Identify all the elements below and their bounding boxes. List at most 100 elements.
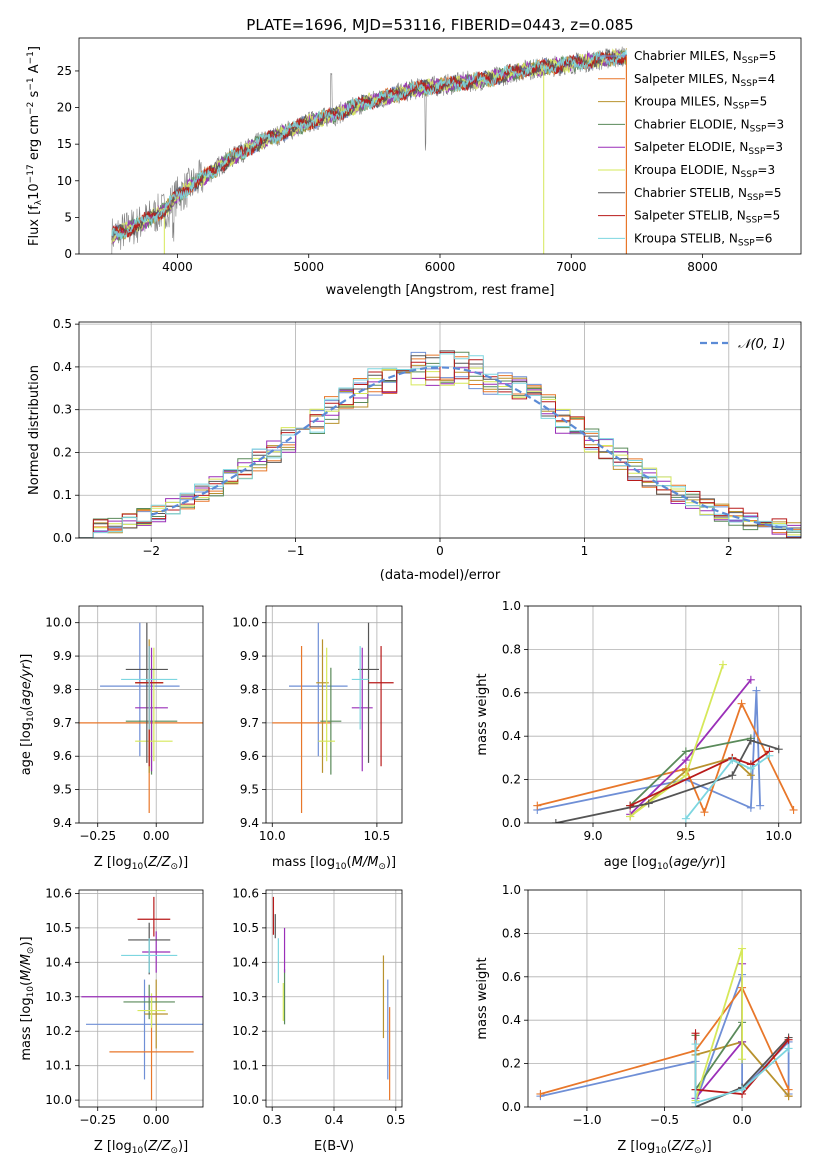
- model-spectrum-line: [111, 51, 627, 240]
- age-weight-xtick-label: 9.5: [676, 829, 695, 843]
- age-weight-xlabel: age [log10(age/yr)]: [604, 855, 726, 872]
- z-weight-ytick-label: 0.0: [502, 1100, 521, 1114]
- residuals-xtick-label: 2: [725, 544, 733, 558]
- model-spectrum-line: [111, 52, 627, 238]
- ebv-mass-ytick-label: 10.0: [232, 1093, 259, 1107]
- residuals-xtick-label: −1: [287, 544, 305, 558]
- spectrum-xtick-label: 5000: [293, 260, 324, 274]
- legend-label: Salpeter MILES, NSSP=4: [634, 72, 775, 89]
- spectrum-ytick-label: 20: [57, 101, 72, 115]
- z-age-panel: −0.25 0.00 9.4 9.5 9.6 9.7 9.8 9.9 10.0 Z [log10(…: [19, 605, 204, 872]
- residuals-ytick-label: 0.0: [53, 531, 72, 545]
- residuals-plot-area: [79, 350, 801, 538]
- z-age-plot-area: [79, 622, 203, 813]
- legend-label: Chabrier ELODIE, NSSP=3: [634, 117, 784, 134]
- spectrum-ytick-label: 10: [57, 174, 72, 188]
- weight-series-line: [694, 948, 743, 1101]
- spectrum-xtick-label: 7000: [556, 260, 587, 274]
- mass-age-ytick-label: 9.6: [240, 749, 259, 763]
- z-age-ytick-label: 9.5: [53, 783, 72, 797]
- model-spectrum-line: [111, 48, 627, 240]
- z-weight-ytick-label: 1.0: [502, 883, 521, 897]
- spectrum-xlabel: wavelength [Angstrom, rest frame]: [326, 283, 555, 298]
- z-mass-frame: [78, 889, 204, 1108]
- residual-histogram: [79, 353, 801, 538]
- age-weight-ytick-label: 0.6: [502, 686, 521, 700]
- mass-age-ytick-label: 9.5: [240, 783, 259, 797]
- age-weight-ytick-label: 0.8: [502, 642, 521, 656]
- residuals-panel: −2 −1 0 1 2 0.0 0.1 0.2 0.3 0.4 0.5 𝒩(0, 1) (data-mo…: [27, 317, 802, 583]
- mass-age-ytick-label: 9.9: [240, 649, 259, 663]
- z-weight-ytick-label: 0.4: [502, 1013, 521, 1027]
- legend-label: 𝒩(0, 1): [738, 337, 785, 352]
- z-mass-ytick-label: 10.5: [45, 921, 72, 935]
- legend-label: Chabrier STELIB, NSSP=5: [634, 186, 782, 203]
- z-age-ytick-label: 9.7: [53, 716, 72, 730]
- age-weight-xtick-label: 9.0: [583, 829, 602, 843]
- model-spectrum-line: [111, 49, 627, 242]
- age-weight-ylabel: mass weight: [475, 673, 490, 755]
- model-spectrum-line: [111, 48, 627, 245]
- mass-age-ytick-label: 9.8: [240, 682, 259, 696]
- ebv-mass-xlabel: E(B-V): [314, 1139, 354, 1154]
- age-weight-ytick-label: 1.0: [502, 599, 521, 613]
- z-mass-ytick-label: 10.2: [45, 1024, 72, 1038]
- z-age-ytick-label: 9.6: [53, 749, 72, 763]
- legend-label: Kroupa MILES, NSSP=5: [634, 95, 767, 112]
- legend-label: Chabrier MILES, NSSP=5: [634, 49, 776, 66]
- z-weight-ytick-label: 0.6: [502, 970, 521, 984]
- mass-age-panel: 10.0 10.5 9.4 9.5 9.6 9.7 9.8 9.9 10.0 mass [log1…: [232, 605, 403, 872]
- z-weight-plot-area: [536, 944, 793, 1107]
- mass-age-xtick-label: 10.0: [259, 829, 286, 843]
- age-weight-ytick-label: 0.0: [502, 816, 521, 830]
- model-spectrum-line: [111, 48, 627, 240]
- z-mass-panel: −0.25 0.00 10.0 10.1 10.2 10.3 10.4 10.5 10.6 Z […: [19, 886, 204, 1156]
- z-weight-xtick-label: −1.0: [572, 1113, 601, 1127]
- residuals-ylabel: Normed distribution: [27, 365, 42, 495]
- legend-label: Kroupa STELIB, NSSP=6: [634, 231, 772, 248]
- age-weight-frame: [527, 605, 802, 824]
- spectrum-legend: Chabrier MILES, NSSP=5 Salpeter MILES, NS…: [598, 49, 784, 248]
- legend-label: Kroupa ELODIE, NSSP=3: [634, 163, 775, 180]
- mass-age-plot-area: [272, 622, 394, 813]
- ebv-mass-plot-area: [272, 896, 391, 1101]
- ebv-mass-ytick-label: 10.5: [232, 921, 259, 935]
- ebv-mass-ytick-label: 10.4: [232, 955, 259, 969]
- z-mass-xtick-label: 0.00: [143, 1113, 170, 1127]
- age-weight-ytick-label: 0.4: [502, 729, 521, 743]
- z-age-ytick-label: 9.9: [53, 649, 72, 663]
- age-weight-xtick-label: 10.0: [765, 829, 792, 843]
- mass-age-ytick-label: 9.7: [240, 716, 259, 730]
- age-weight-panel: 9.0 9.5 10.0 0.0 0.2 0.4 0.6 0.8 1.0 age [log10(a…: [475, 599, 802, 872]
- ebv-mass-panel: 0.3 0.4 0.5 10.0 10.1 10.2 10.3 10.4 10.5 10.6 E(B…: [232, 886, 405, 1154]
- residuals-ytick-label: 0.5: [53, 317, 72, 331]
- weight-series-line: [629, 756, 752, 818]
- mass-age-xtick-label: 10.5: [364, 829, 391, 843]
- z-age-ytick-label: 9.4: [53, 816, 72, 830]
- weight-series-line: [629, 679, 752, 815]
- model-spectrum-line: [111, 50, 627, 239]
- z-age-xtick-label: −0.25: [79, 829, 116, 843]
- residuals-ytick-label: 0.1: [53, 488, 72, 502]
- figure-title: PLATE=1696, MJD=53116, FIBERID=0443, z=0…: [246, 16, 633, 34]
- z-mass-ytick-label: 10.4: [45, 955, 72, 969]
- ebv-mass-xtick-label: 0.4: [324, 1113, 343, 1127]
- z-mass-xlabel: Z [log10(Z/Z⊙)]: [94, 1139, 188, 1156]
- z-age-xtick-label: 0.00: [143, 829, 170, 843]
- mass-age-frame: [265, 605, 403, 824]
- ebv-mass-ytick-label: 10.2: [232, 1024, 259, 1038]
- weight-series-line: [685, 754, 770, 820]
- z-weight-ytick-label: 0.8: [502, 926, 521, 940]
- z-mass-ytick-label: 10.0: [45, 1093, 72, 1107]
- legend-label: Salpeter ELODIE, NSSP=3: [634, 140, 783, 157]
- model-spectrum-line: [111, 48, 627, 244]
- legend-label: Salpeter STELIB, NSSP=5: [634, 209, 780, 226]
- weight-series-line: [629, 750, 770, 807]
- residuals-xlabel: (data-model)/error: [380, 568, 501, 583]
- z-mass-ylabel: mass [log10(M/M⊙)]: [19, 936, 36, 1060]
- spectrum-xtick-label: 8000: [687, 260, 718, 274]
- z-weight-xtick-label: 0.0: [733, 1113, 752, 1127]
- age-weight-plot-area: [533, 660, 798, 823]
- z-mass-xtick-label: −0.25: [79, 1113, 116, 1127]
